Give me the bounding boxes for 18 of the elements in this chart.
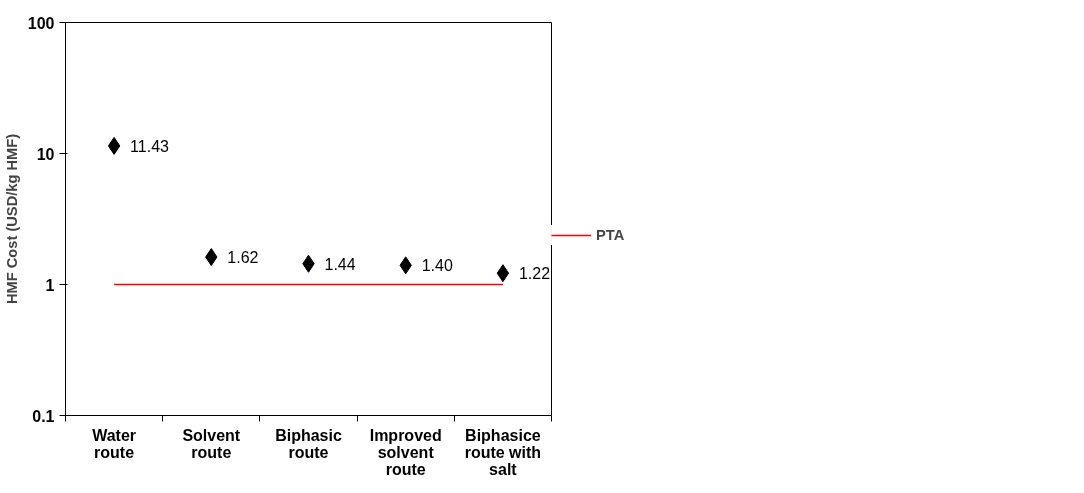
data-label: 1.40 [421, 257, 453, 275]
data-label: 1.22 [518, 265, 551, 283]
y-tick-label: 10 [36, 145, 55, 163]
data-label: 1.62 [227, 249, 259, 267]
y-tick-label: 100 [27, 14, 55, 32]
point [496, 264, 510, 283]
legend-label: PTA [596, 227, 625, 243]
x-tick-label: Biphasice route with salt [464, 426, 542, 478]
x-tick-label: Water route [92, 426, 137, 461]
data-label: 11.43 [130, 137, 170, 155]
point [107, 136, 121, 155]
x-tick-label: Improved solvent route [369, 426, 442, 478]
y-axis-title: HMF Cost (USD/kg HMF) [3, 133, 20, 305]
y-tick-label: 0.1 [32, 407, 55, 425]
x-tick-label: Solvent route [182, 426, 241, 461]
x-tick-label: Biphasic route [275, 426, 342, 461]
y-tick-label: 1 [45, 276, 55, 294]
data-label: 1.44 [324, 255, 356, 273]
